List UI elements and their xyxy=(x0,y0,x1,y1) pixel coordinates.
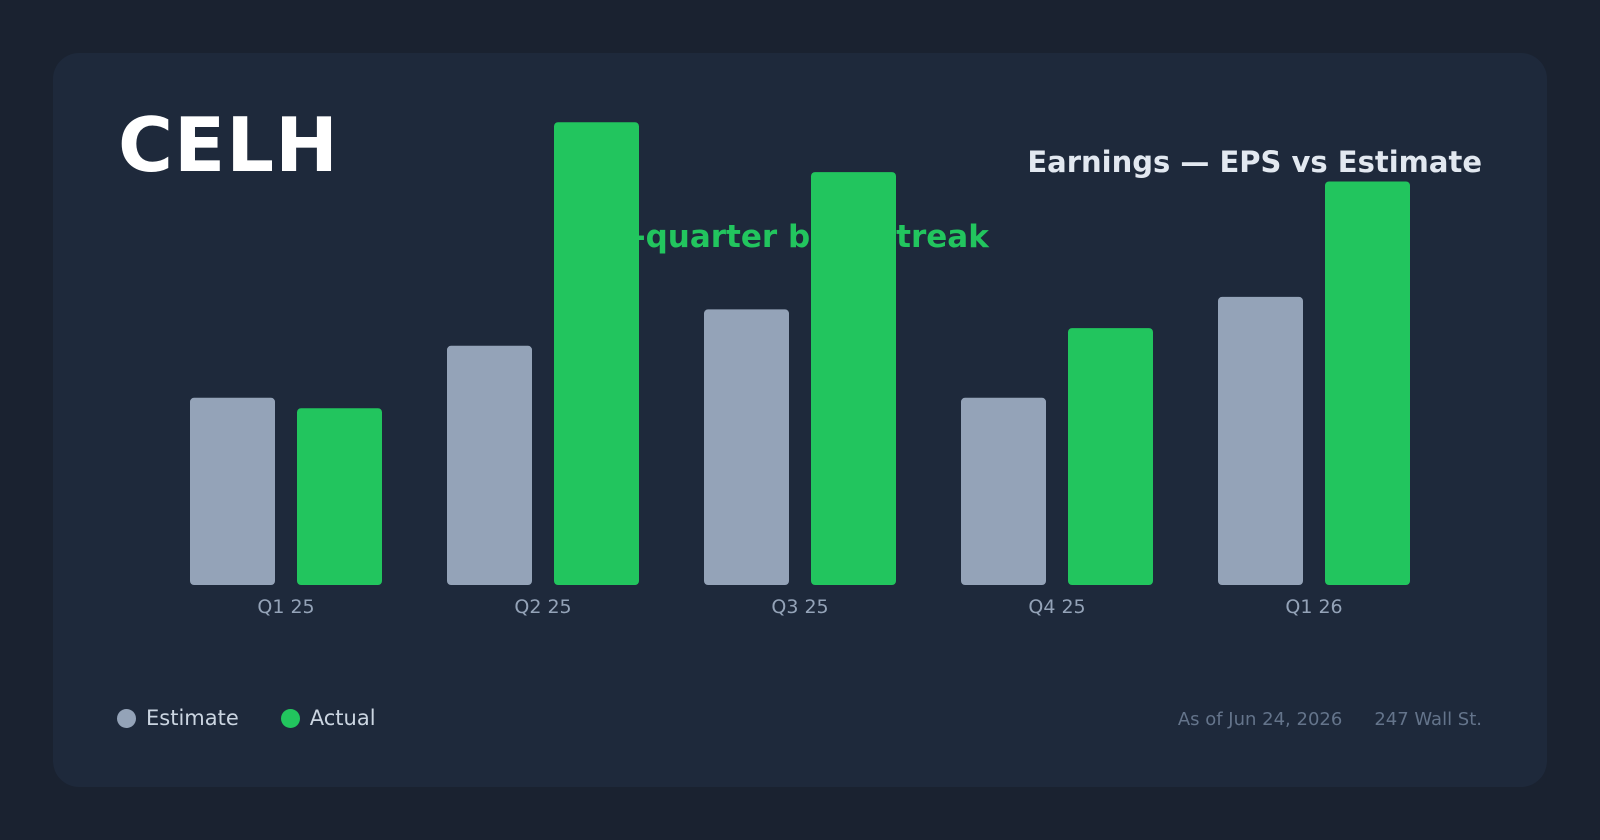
source-credit: 247 Wall St. xyxy=(1374,709,1482,730)
chart-footer: As of Jun 24, 2026 247 Wall St. xyxy=(1178,709,1482,730)
legend-item-estimate: Estimate xyxy=(117,706,239,730)
bar-actual-q1-26 xyxy=(1325,181,1410,586)
legend-label-actual: Actual xyxy=(309,706,376,730)
x-tick-label: Q2 25 xyxy=(514,596,571,618)
bar-estimate-q1-25 xyxy=(190,397,275,585)
legend-label-estimate: Estimate xyxy=(146,706,239,730)
bar-actual-q1-25 xyxy=(297,408,382,585)
bar-estimate-q4-25 xyxy=(961,397,1046,585)
as-of-date: As of Jun 24, 2026 xyxy=(1177,709,1343,730)
x-tick-label: Q3 25 xyxy=(771,596,828,618)
x-tick-label: Q1 25 xyxy=(257,596,314,618)
x-tick-label: Q1 26 xyxy=(1285,596,1342,618)
bar-estimate-q1-26 xyxy=(1218,296,1303,585)
bar-actual-q2-25 xyxy=(554,122,639,585)
legend-swatch-estimate xyxy=(117,708,136,728)
legend-swatch-actual xyxy=(280,708,300,728)
bar-actual-q3-25 xyxy=(811,172,896,585)
x-tick-label: Q4 25 xyxy=(1028,596,1085,618)
legend-item-actual: Actual xyxy=(280,706,376,730)
bar-actual-q4-25 xyxy=(1068,328,1153,585)
beat-streak-label: 4-quarter beat streak xyxy=(611,219,989,255)
ticker-symbol: CELH xyxy=(118,101,339,189)
chart-legend: Estimate Actual xyxy=(117,706,418,730)
chart-title: Earnings — EPS vs Estimate xyxy=(1027,145,1482,179)
bar-estimate-q2-25 xyxy=(447,345,532,585)
bar-estimate-q3-25 xyxy=(704,309,789,585)
